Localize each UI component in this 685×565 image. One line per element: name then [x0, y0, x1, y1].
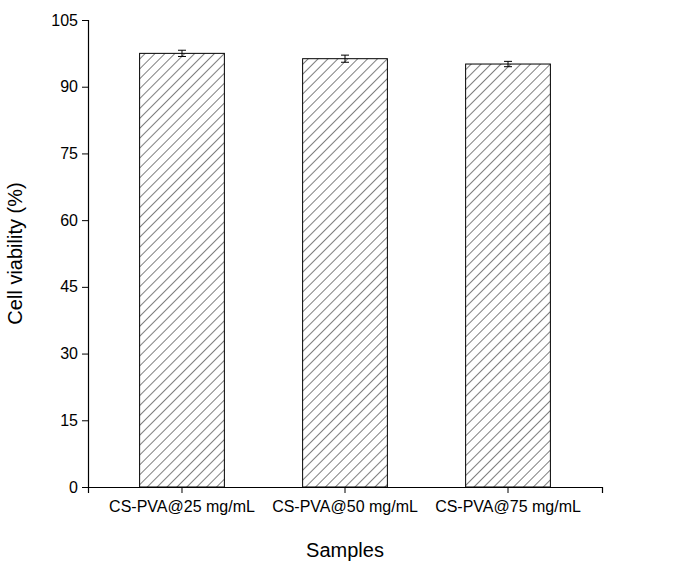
x-tick-label: CS-PVA@50 mg/mL — [272, 498, 418, 515]
y-tick: 30 — [60, 345, 88, 362]
y-tick-mark — [82, 420, 88, 421]
x-tick-mark — [508, 487, 509, 493]
error-bar-cap — [504, 61, 512, 62]
y-tick-mark — [82, 20, 88, 21]
error-bar — [178, 50, 186, 56]
y-tick-mark — [82, 487, 88, 488]
bar — [466, 64, 551, 487]
y-tick-label: 105 — [51, 12, 78, 29]
x-axis-line — [89, 488, 603, 494]
chart: 0 15 30 45 60 75 90 105 CS-PVA@25 mg/mL CS-PVA@50… — [0, 0, 685, 565]
bar — [303, 59, 388, 487]
error-bar-stem — [181, 50, 182, 56]
y-tick: 60 — [60, 212, 88, 229]
plot-area — [140, 50, 551, 487]
y-tick: 75 — [60, 145, 88, 162]
y-tick-mark — [82, 153, 88, 154]
error-bar-cap — [341, 55, 349, 56]
error-bar-cap — [504, 66, 512, 67]
y-tick-label: 75 — [60, 145, 78, 162]
y-tick-label: 90 — [60, 78, 78, 95]
error-bar-cap — [178, 50, 186, 51]
y-axis-title: Cell viability (%) — [4, 182, 26, 324]
x-tick: CS-PVA@25 mg/mL — [109, 487, 255, 515]
y-axis: 0 15 30 45 60 75 90 105 — [51, 12, 88, 496]
error-bar-cap — [178, 56, 186, 57]
y-tick: 90 — [60, 78, 88, 95]
x-tick: CS-PVA@50 mg/mL — [272, 487, 418, 515]
y-tick: 15 — [60, 412, 88, 429]
x-tick-mark — [345, 487, 346, 493]
y-tick: 105 — [51, 12, 88, 29]
y-axis-line — [82, 21, 89, 488]
error-bar-cap — [341, 62, 349, 63]
error-bar — [341, 55, 349, 62]
y-tick-mark — [82, 220, 88, 221]
y-tick-label: 45 — [60, 278, 78, 295]
x-axis: CS-PVA@25 mg/mL CS-PVA@50 mg/mL CS-PVA@75 … — [89, 487, 603, 515]
x-tick-label: CS-PVA@75 mg/mL — [435, 498, 581, 515]
y-tick: 45 — [60, 278, 88, 295]
y-tick-label: 60 — [60, 212, 78, 229]
y-tick-label: 0 — [69, 479, 78, 496]
y-tick-mark — [82, 87, 88, 88]
x-tick: CS-PVA@75 mg/mL — [435, 487, 581, 515]
y-tick-mark — [82, 354, 88, 355]
error-bar-stem — [345, 55, 346, 62]
y-tick-mark — [82, 287, 88, 288]
x-tick-label: CS-PVA@25 mg/mL — [109, 498, 255, 515]
bar — [140, 53, 225, 487]
y-tick-label: 30 — [60, 345, 78, 362]
x-axis-title: Samples — [306, 539, 384, 561]
y-tick: 0 — [69, 479, 88, 496]
x-tick-mark — [181, 487, 182, 493]
error-bar-stem — [508, 61, 509, 66]
y-tick-label: 15 — [60, 412, 78, 429]
error-bar — [504, 61, 512, 66]
